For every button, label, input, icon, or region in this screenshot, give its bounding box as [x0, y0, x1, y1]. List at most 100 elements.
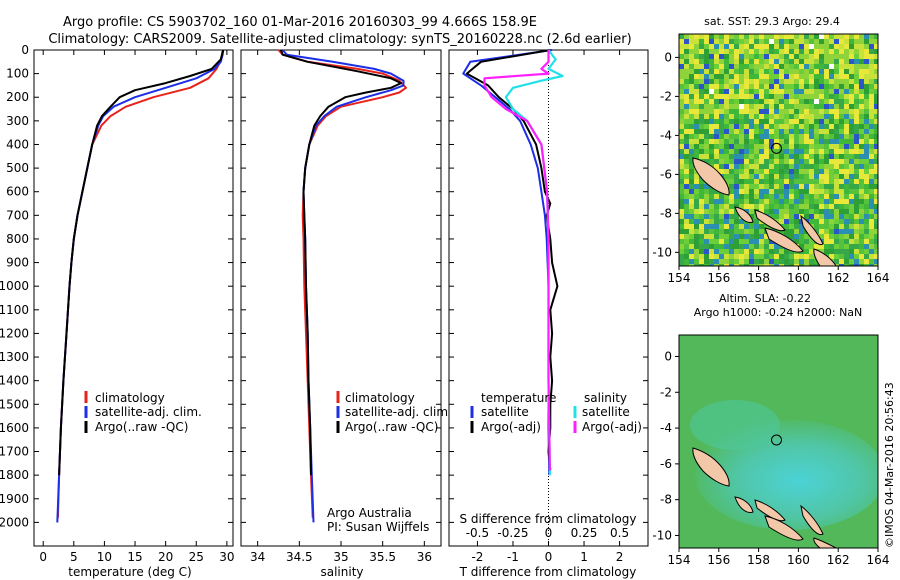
sst-pixel [774, 199, 779, 204]
sst-pixel [759, 164, 764, 169]
sst-pixel [849, 224, 854, 229]
sst-pixel [689, 244, 694, 249]
sst-pixel [829, 74, 834, 79]
map-y-tick-label: -8 [660, 206, 672, 220]
map-y-tick-label: 0 [664, 349, 672, 363]
sst-pixel [699, 104, 704, 109]
sla-land [692, 447, 837, 548]
top-tick-label: -0.5 [466, 526, 489, 540]
sst-pixel [849, 259, 854, 264]
sst-pixel [809, 174, 814, 179]
sst-pixel [864, 104, 869, 109]
sst-pixel [834, 94, 839, 99]
sst-pixel [849, 244, 854, 249]
sst-pixel [759, 54, 764, 59]
sst-pixel [829, 59, 834, 64]
sst-pixel [794, 74, 799, 79]
sst-pixel [854, 194, 859, 199]
sst-pixel [729, 89, 734, 94]
sst-pixel [809, 244, 814, 249]
sst-pixel [684, 239, 689, 244]
sst-pixel [839, 74, 844, 79]
sst-pixel [784, 69, 789, 74]
sst-pixel [779, 94, 784, 99]
sst-pixel [849, 209, 854, 214]
sst-pixel [714, 154, 719, 159]
sst-pixel [719, 79, 724, 84]
sst-pixel [854, 44, 859, 49]
sst-pixel [769, 99, 774, 104]
sst-pixel [734, 84, 739, 89]
salinity-frame [240, 49, 442, 547]
sst-pixel [819, 249, 824, 254]
sst-pixel [679, 249, 684, 254]
sst-pixel [869, 189, 874, 194]
sst-pixel [729, 239, 734, 244]
sst-pixel [724, 209, 729, 214]
sst-pixel [814, 194, 819, 199]
sst-pixel [834, 259, 839, 264]
sst-pixel [834, 39, 839, 44]
sst-pixel [779, 134, 784, 139]
sst-pixel [844, 219, 849, 224]
sst-pixel [769, 119, 774, 124]
sst-pixel [779, 74, 784, 79]
sst-pixel [824, 179, 829, 184]
sst-pixel [829, 224, 834, 229]
sst-pixel [839, 59, 844, 64]
sst-pixel [714, 54, 719, 59]
sst-pixel [769, 164, 774, 169]
sst-pixel [839, 259, 844, 264]
sst-pixel [764, 209, 769, 214]
sst-pixel [824, 224, 829, 229]
sst-pixel [754, 159, 759, 164]
sst-pixel [819, 174, 824, 179]
sst-pixel [789, 144, 794, 149]
sst-pixel [744, 34, 749, 39]
sst-pixel [794, 194, 799, 199]
sst-pixel [869, 209, 874, 214]
sst-pixel [699, 179, 704, 184]
sst-pixel [749, 214, 754, 219]
sst-pixel [814, 44, 819, 49]
sst-pixel [819, 124, 824, 129]
sst-pixel [694, 204, 699, 209]
x-tick-label: 0 [39, 550, 47, 564]
sst-pixel [704, 59, 709, 64]
sst-pixel [689, 154, 694, 159]
sst-pixel [759, 119, 764, 124]
sst-pixel [724, 99, 729, 104]
sst-pixel [844, 109, 849, 114]
sst-pixel [824, 184, 829, 189]
sst-pixel [844, 34, 849, 39]
sst-pixel [729, 184, 734, 189]
sst-pixel [814, 144, 819, 149]
sst-pixel [794, 229, 799, 234]
sst-pixel [784, 34, 789, 39]
sst-pixel [869, 69, 874, 74]
sst-pixel [799, 69, 804, 74]
y-tick-label: 1100 [0, 303, 29, 317]
sst-pixel [804, 49, 809, 54]
sst-pixel [759, 84, 764, 89]
sst-pixel [804, 244, 809, 249]
sst-pixel [709, 144, 714, 149]
sst-pixel [704, 54, 709, 59]
sst-pixel [809, 154, 814, 159]
sst-pixel [774, 119, 779, 124]
sst-pixel [699, 214, 704, 219]
sst-pixel [809, 199, 814, 204]
sst-pixel [709, 74, 714, 79]
sst-pixel [789, 74, 794, 79]
x-tick-label: 34.5 [286, 550, 313, 564]
sst-pixel [844, 164, 849, 169]
sst-pixel [779, 169, 784, 174]
y-tick-label: 500 [6, 161, 29, 175]
sst-pixel [739, 249, 744, 254]
sst-pixel [754, 239, 759, 244]
sst-pixel [794, 99, 799, 104]
sst-pixel [799, 129, 804, 134]
sst-pixel [784, 154, 789, 159]
sst-pixel [769, 169, 774, 174]
sst-pixel [689, 239, 694, 244]
